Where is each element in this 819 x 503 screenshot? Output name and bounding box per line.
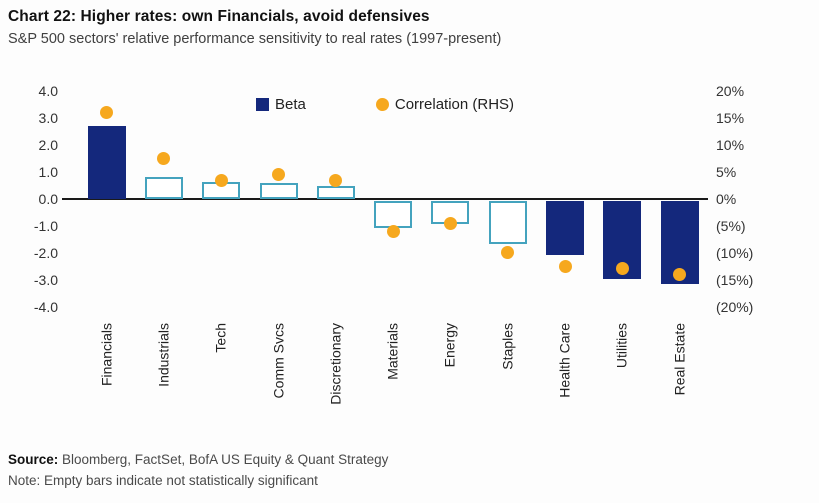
beta-bar-financials [87,126,126,199]
right-axis-tick: 20% [716,83,745,100]
x-axis-label: Comm Svcs [270,323,287,399]
left-axis-tick: -3.0 [33,271,58,288]
left-axis-tick: -4.0 [33,298,58,315]
source-text: Bloomberg, FactSet, BofA US Equity & Qua… [58,452,389,467]
correlation-dot-comm-svcs [272,168,286,182]
right-axis-tick: 5% [716,164,737,181]
beta-bar-materials [374,201,413,228]
left-axis-tick: -2.0 [33,244,58,261]
chart-legend: Beta Correlation (RHS) [256,96,514,113]
x-axis-label: Real Estate [671,323,688,396]
beta-bar-industrials [144,177,183,199]
right-axis-tick: 10% [716,137,745,154]
left-axis-tick: 4.0 [38,83,58,100]
right-axis-tick: 0% [716,191,737,207]
x-axis-label: Utilities [613,323,630,369]
x-axis-label: Health Care [556,323,573,398]
correlation-dot-financials [100,106,114,120]
zero-axis-line [62,198,708,200]
x-axis-label: Discretionary [327,323,344,405]
x-axis-label: Staples [499,323,516,370]
left-axis-tick: 0.0 [38,191,58,207]
correlation-dot-industrials [157,152,171,166]
right-axis-tick: (5%) [716,217,746,234]
correlation-swatch-icon [375,98,389,111]
beta-bar-comm-svcs [259,182,298,199]
correlation-dot-tech [214,173,228,187]
x-axis-label: Industrials [155,323,172,387]
note-line: Note: Empty bars indicate not statistica… [8,473,318,488]
beta-bar-health-care [546,201,585,255]
right-axis-tick: (10%) [716,244,754,261]
correlation-dot-real-estate [673,267,687,281]
beta-swatch-icon [256,98,269,111]
x-axis-label: Financials [98,323,115,387]
correlation-dot-materials [386,224,400,238]
right-axis-tick: 15% [716,110,745,127]
left-axis-tick: 3.0 [38,110,58,127]
legend-item-correlation: Correlation (RHS) [375,96,515,113]
right-axis-tick: (20%) [716,298,754,315]
beta-bar-staples [488,201,527,245]
legend-beta-label: Beta [275,96,306,113]
x-axis-label: Tech [212,323,229,353]
chart-subtitle: S&P 500 sectors' relative performance se… [8,31,502,47]
legend-item-beta: Beta [256,96,306,113]
correlation-dot-staples [501,246,515,260]
correlation-dot-health-care [558,259,572,273]
beta-bar-discretionary [316,185,355,199]
legend-correlation-label: Correlation (RHS) [394,96,515,113]
chart-title: Chart 22: Higher rates: own Financials, … [8,8,430,25]
x-axis-label: Materials [384,323,401,380]
left-axis-tick: 1.0 [38,164,58,181]
left-axis-tick: 2.0 [38,137,58,154]
left-axis-tick: -1.0 [33,217,58,234]
right-axis-tick: (15%) [716,271,754,288]
correlation-dot-utilities [615,262,629,276]
source-line: Source: Bloomberg, FactSet, BofA US Equi… [8,452,388,467]
correlation-dot-discretionary [329,173,343,187]
x-axis-label: Energy [441,323,458,368]
correlation-dot-energy [443,216,457,230]
source-label: Source: [8,452,59,467]
